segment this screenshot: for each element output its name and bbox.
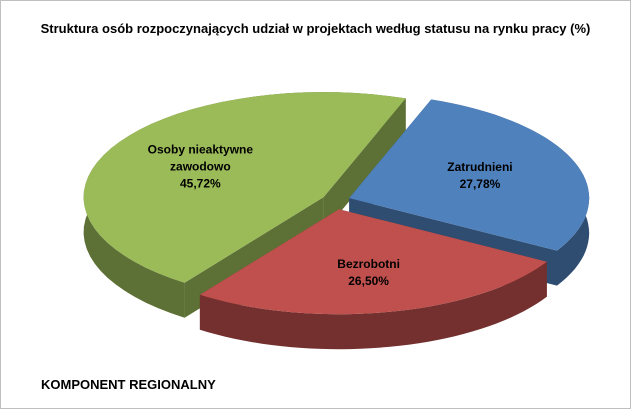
value-label: 45,72% — [180, 176, 221, 191]
slice — [349, 99, 590, 251]
chart-title: Struktura osób rozpoczynających udział w… — [40, 21, 591, 36]
category-label: Osoby nieaktywne zawodowo — [147, 142, 254, 174]
slice — [83, 92, 406, 283]
slice-side — [199, 261, 547, 350]
slice-side — [323, 98, 406, 233]
data-label: Osoby nieaktywne zawodowo 45,72% — [135, 141, 265, 192]
footnote: KOMPONENT REGIONALNY — [41, 377, 216, 392]
value-label: 27,78% — [459, 176, 501, 191]
slice — [199, 209, 547, 315]
value-label: 26,50% — [348, 273, 389, 288]
category-label: Bezrobotni — [337, 256, 400, 271]
data-label: Zatrudnieni 27,78% — [447, 159, 512, 193]
data-label: Bezrobotni 26,50% — [337, 256, 400, 290]
category-label: Zatrudnieni — [447, 159, 513, 174]
